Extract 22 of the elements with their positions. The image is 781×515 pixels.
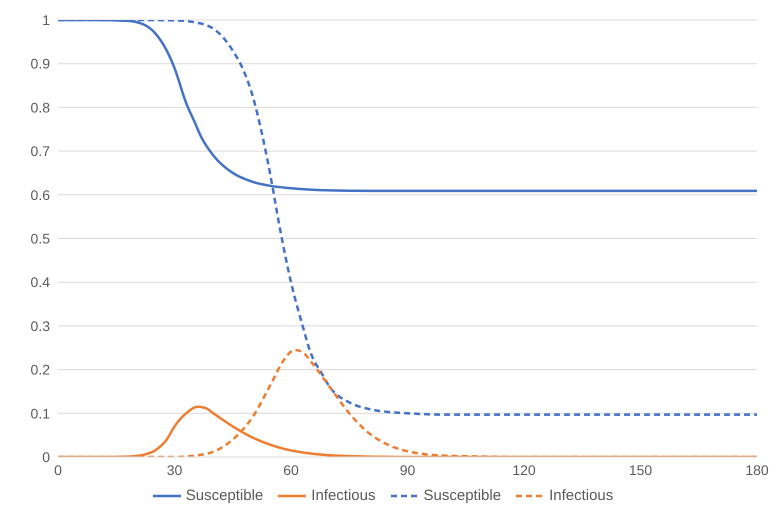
x-tick-label: 150 (628, 462, 652, 478)
y-tick-label: 0.1 (30, 405, 50, 422)
x-tick-label: 60 (283, 462, 299, 478)
y-tick-label: 0.4 (30, 274, 50, 290)
legend-label: Susceptible (424, 487, 502, 504)
y-tick-label: 0.9 (30, 56, 50, 72)
y-tick-label: 0.6 (30, 186, 50, 203)
y-tick-label: 0.2 (30, 362, 50, 378)
y-tick-label: 0.3 (30, 318, 50, 334)
x-tick-label: 30 (166, 462, 182, 478)
y-tick-label: 0 (42, 448, 50, 465)
y-tick-label: 0.5 (30, 230, 50, 246)
legend-label: Infectious (311, 487, 376, 504)
x-tick-label: 90 (400, 462, 416, 478)
x-tick-label: 180 (745, 462, 769, 478)
x-tick-label: 120 (512, 462, 536, 478)
legend-label: Infectious (549, 487, 614, 504)
y-tick-label: 0.8 (30, 99, 50, 116)
legend-label: Susceptible (186, 487, 264, 504)
y-tick-label: 0.7 (30, 143, 50, 160)
y-tick-label: 1 (42, 12, 50, 28)
x-tick-label: 0 (54, 462, 62, 478)
